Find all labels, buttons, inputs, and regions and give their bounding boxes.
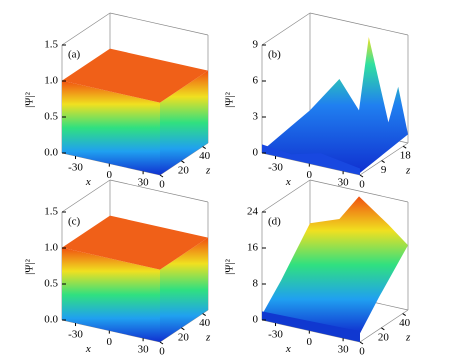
y-tick (181, 160, 185, 164)
x-tick-label: 30 (338, 177, 350, 189)
y-tick-label: 40 (199, 317, 211, 329)
z-tick-label: 9 (253, 39, 259, 51)
surface-side (160, 70, 208, 175)
x-axis-label: x (85, 343, 91, 355)
y-tick (381, 160, 385, 164)
x-tick-label: -30 (68, 162, 83, 174)
y-axis-label: z (205, 332, 211, 344)
x-tick-label: -30 (268, 162, 283, 174)
z-tick-label: 0.0 (44, 147, 58, 159)
x-tick-label: 0 (307, 336, 313, 348)
x-axis-label: x (85, 176, 91, 188)
z-tick-label: 24 (247, 206, 259, 218)
y-tick (181, 327, 185, 331)
y-tick-label: 20 (378, 331, 390, 343)
z-axis-label: |Ψ|² (24, 91, 36, 108)
y-tick (402, 313, 406, 316)
y-tick (381, 327, 385, 331)
y-tick-label: 18 (400, 150, 412, 162)
box-edge (309, 12, 409, 36)
y-tick-label: 40 (199, 150, 211, 162)
box-edge (109, 12, 209, 36)
surface-side (160, 237, 208, 342)
panel-label: (c) (68, 216, 81, 228)
x-tick-label: 30 (138, 344, 150, 356)
surface-front (62, 247, 160, 342)
surface-front (62, 80, 160, 175)
panel-label: (a) (68, 49, 81, 61)
x-tick-label: -30 (268, 329, 283, 341)
x-axis-label: x (285, 343, 291, 355)
y-tick-label: 20 (178, 331, 190, 343)
y-tick (359, 174, 364, 178)
box-edge (61, 179, 111, 213)
y-tick (202, 313, 206, 316)
x-tick-label: 30 (138, 177, 150, 189)
z-tick-label: 0.5 (44, 278, 58, 290)
z-tick-label: 1.5 (44, 39, 58, 51)
z-axis-label: |Ψ|² (24, 258, 36, 275)
z-tick-label: 0 (253, 314, 259, 326)
z-tick-label: 0.0 (44, 314, 58, 326)
panel-label: (d) (268, 216, 281, 228)
box-edge (309, 179, 409, 203)
x-tick-label: 0 (107, 336, 113, 348)
x-tick-label: -30 (68, 329, 83, 341)
y-tick-label: 0 (159, 346, 165, 356)
y-tick-label: 9 (381, 164, 387, 176)
box-edge (359, 309, 409, 343)
box-edge (109, 179, 209, 203)
y-tick (159, 174, 164, 178)
z-tick-label: 1.0 (44, 75, 58, 87)
z-tick-label: 16 (247, 242, 259, 254)
z-tick-label: 6 (253, 75, 259, 87)
y-tick-label: 0 (359, 179, 365, 191)
y-tick-label: 0 (359, 346, 365, 356)
y-tick (359, 341, 364, 345)
y-tick (202, 146, 206, 149)
surface-front (262, 144, 360, 175)
z-tick-label: 3 (253, 111, 259, 123)
y-tick (159, 341, 164, 345)
y-tick-label: 40 (399, 317, 411, 329)
y-axis-label: z (205, 165, 211, 177)
box-edge (261, 179, 311, 213)
z-tick-label: 8 (253, 278, 259, 290)
x-tick-label: 0 (107, 169, 113, 181)
surface-front (262, 311, 360, 342)
x-axis-label: x (285, 176, 291, 188)
box-edge (359, 142, 409, 176)
box-edge (261, 12, 311, 46)
surface (262, 196, 408, 334)
z-axis-label: |Ψ|² (224, 91, 236, 108)
z-tick-label: 0 (253, 147, 259, 159)
box-edge (61, 12, 111, 46)
surface-top (62, 48, 208, 103)
z-tick-label: 0.5 (44, 111, 58, 123)
y-axis-label: z (405, 332, 411, 344)
y-axis-label: z (405, 165, 411, 177)
surface-top (62, 215, 208, 270)
panel-label: (b) (268, 49, 281, 61)
surface (262, 37, 408, 173)
y-tick (402, 145, 407, 149)
x-tick-label: 30 (338, 344, 350, 356)
z-tick-label: 1.5 (44, 206, 58, 218)
z-tick-label: 1.0 (44, 242, 58, 254)
y-tick-label: 20 (178, 164, 190, 176)
x-tick-label: 0 (307, 169, 313, 181)
y-tick-label: 0 (159, 179, 165, 191)
z-axis-label: |Ψ|² (224, 258, 236, 275)
